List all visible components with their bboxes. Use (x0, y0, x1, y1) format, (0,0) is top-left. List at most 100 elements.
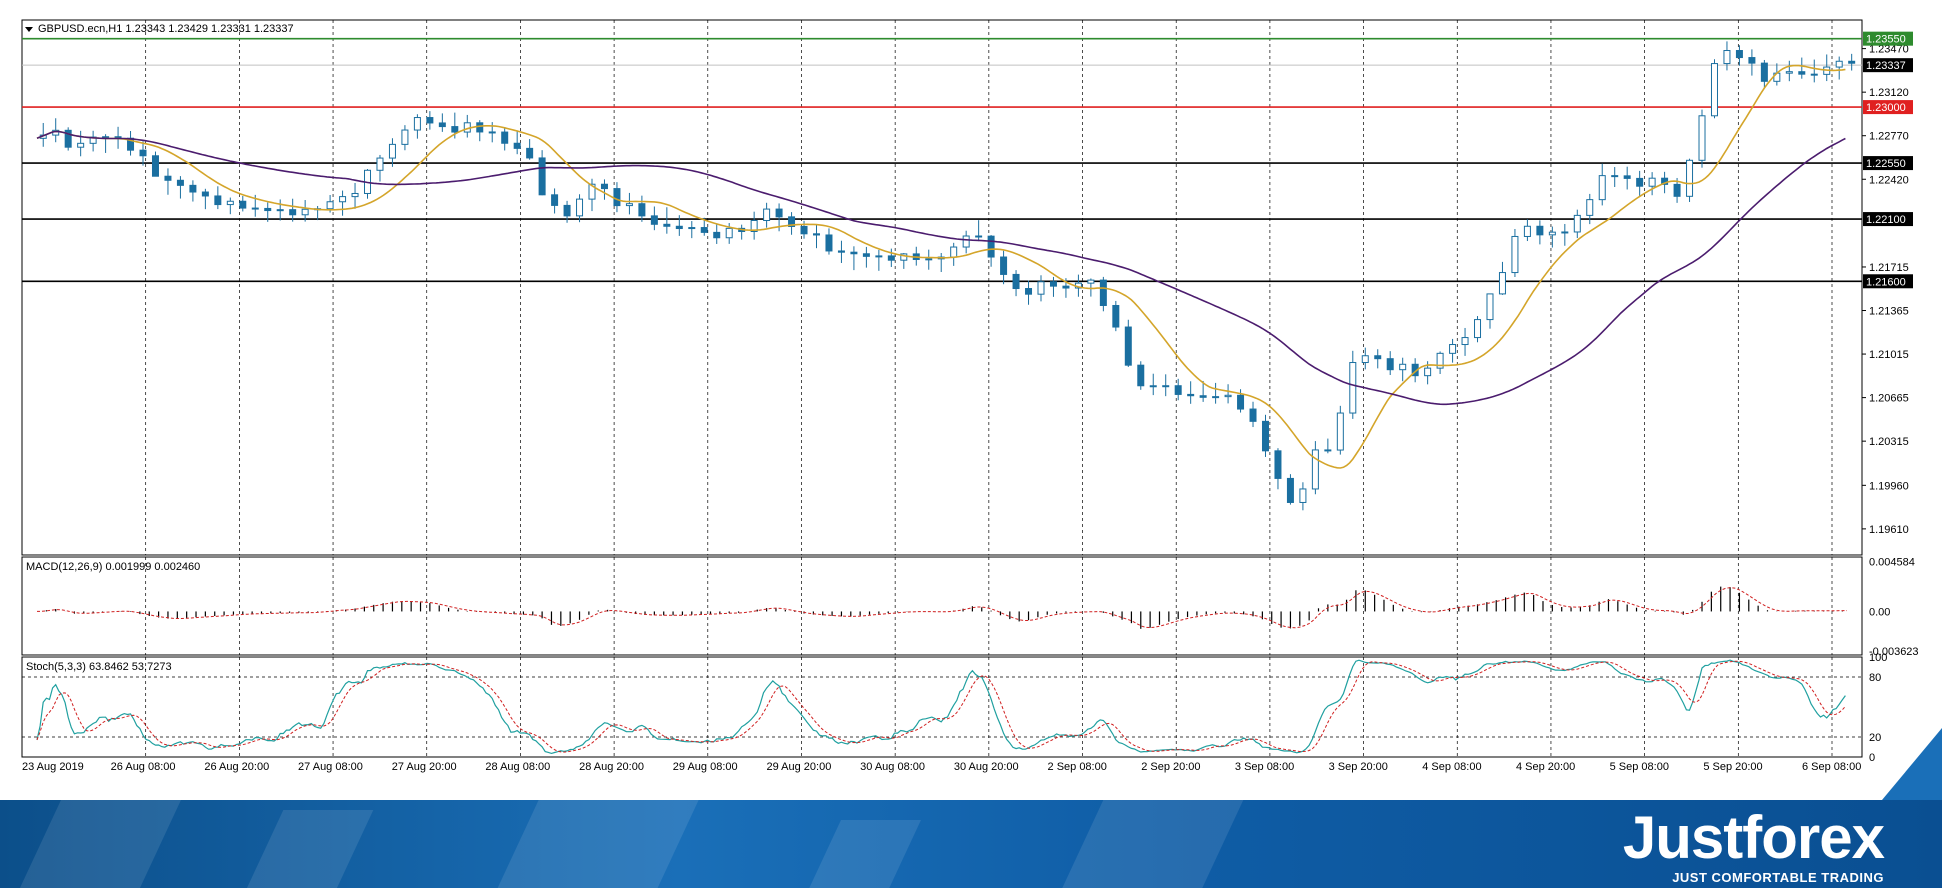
candle-body (1224, 394, 1232, 398)
candle-body (376, 157, 384, 171)
x-tick-label: 3 Sep 08:00 (1235, 761, 1294, 773)
candle-body (1785, 71, 1793, 74)
candle-body (887, 255, 895, 261)
candle-body (576, 198, 584, 217)
brand-banner: Justforex JUST COMFORTABLE TRADING (0, 800, 1942, 888)
candle-body (1548, 231, 1556, 236)
candle-body (401, 129, 409, 145)
price-tick-label: 1.22770 (1869, 131, 1909, 143)
candle-body (513, 142, 521, 149)
candle-body (1087, 279, 1095, 284)
candle-body (1810, 73, 1818, 76)
candle-body (713, 231, 721, 239)
candle-body (1124, 326, 1132, 366)
level-price-box (1863, 212, 1913, 227)
candle-body (226, 200, 234, 206)
candle-body (1311, 449, 1319, 490)
candle-body (1486, 293, 1494, 321)
candle-body (526, 147, 534, 159)
candle-body (1710, 63, 1718, 117)
banner-corner (1882, 728, 1942, 800)
price-tick-label: 1.22420 (1869, 174, 1909, 186)
candle-body (476, 122, 484, 133)
candle-body (700, 227, 708, 233)
price-tick-label: 1.19610 (1869, 524, 1909, 536)
candle-body (251, 207, 259, 210)
candle-body (326, 201, 334, 210)
candle-body (1835, 60, 1843, 68)
main-pane (21, 19, 1863, 556)
candle-body (1274, 450, 1282, 479)
candle-body (1474, 319, 1482, 339)
candle-body (1349, 362, 1357, 414)
level-price-box (1863, 156, 1913, 171)
candle-body (688, 227, 696, 230)
x-tick-label: 26 Aug 08:00 (111, 761, 176, 773)
candle-body (763, 208, 771, 222)
macd-tick-label: 0.004584 (1869, 557, 1915, 569)
candle-body (1062, 285, 1070, 289)
candle-body (675, 225, 683, 230)
candle-body (438, 122, 446, 128)
x-tick-label: 29 Aug 08:00 (673, 761, 738, 773)
price-tick-label: 1.19960 (1869, 480, 1909, 492)
candle-body (1561, 231, 1569, 234)
candle-body (1424, 367, 1432, 377)
candle-body (1498, 272, 1506, 295)
trading-chart[interactable]: 23 Aug 2019 26 Aug 08:00 26 Aug 20:00 27 Au… (0, 0, 1942, 800)
candle-body (1523, 225, 1531, 237)
candle-body (1623, 175, 1631, 179)
candle-body (813, 233, 821, 236)
x-tick-label: 30 Aug 08:00 (860, 761, 925, 773)
candle-body (1049, 281, 1057, 287)
candle-body (788, 216, 796, 227)
stoch-k-line (36, 659, 1846, 755)
candle-body (214, 195, 222, 206)
x-tick-label: 5 Sep 08:00 (1610, 761, 1669, 773)
candle-body (1735, 50, 1743, 59)
collapse-triangle-icon (25, 27, 33, 32)
candle-body (775, 208, 783, 218)
level-price-label: 1.22100 (1866, 214, 1906, 226)
candle-body (1686, 159, 1694, 197)
macd-title: MACD(12,26,9) 0.001999 0.002460 (26, 561, 200, 573)
candle-body (1261, 420, 1269, 452)
macd-tick-label: 0.00 (1869, 606, 1890, 618)
candle-body (1461, 337, 1469, 346)
current-price-label: 1.23337 (1866, 60, 1906, 72)
candle-body (451, 126, 459, 133)
x-tick-label: 29 Aug 20:00 (766, 761, 831, 773)
candle-body (1336, 412, 1344, 451)
candle-body (1748, 57, 1756, 64)
level-price-box (1863, 100, 1913, 115)
level-price-label: 1.23550 (1866, 34, 1906, 46)
candle-body (1598, 175, 1606, 201)
level-price-label: 1.23000 (1866, 102, 1906, 114)
candle-body (176, 179, 184, 186)
candle-body (1037, 281, 1045, 295)
x-tick-label: 3 Sep 20:00 (1329, 761, 1388, 773)
price-tick-label: 1.23470 (1869, 44, 1909, 56)
candle-body (1673, 183, 1681, 197)
x-tick-label: 4 Sep 08:00 (1422, 761, 1481, 773)
candle-body (413, 117, 421, 131)
x-tick-label: 30 Aug 20:00 (954, 761, 1019, 773)
candle-body (650, 215, 658, 225)
candle-body (426, 117, 434, 124)
stoch-tick-label: 100 (1869, 652, 1887, 664)
stoch-tick-label: 80 (1869, 672, 1881, 684)
candle-body (1099, 279, 1107, 306)
candle-body (1299, 488, 1307, 503)
candle-body (975, 235, 983, 238)
x-tick-label: 2 Sep 08:00 (1048, 761, 1107, 773)
candles (39, 41, 1856, 511)
x-tick-label: 28 Aug 08:00 (485, 761, 550, 773)
candle-body (1586, 199, 1594, 216)
candle-body (563, 204, 571, 217)
candle-body (189, 184, 197, 193)
candle-body (1573, 214, 1581, 233)
candle-body (1286, 477, 1294, 503)
candle-body (289, 209, 297, 216)
candle-body (862, 253, 870, 257)
x-tick-label: 4 Sep 20:00 (1516, 761, 1575, 773)
